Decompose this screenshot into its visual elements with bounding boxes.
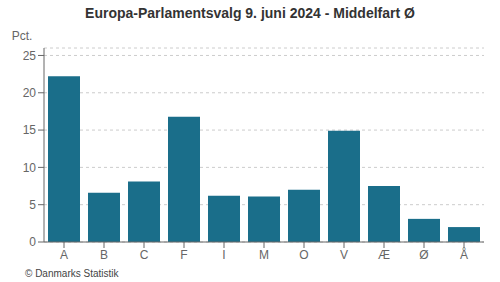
svg-text:15: 15 <box>23 123 37 137</box>
svg-text:Å: Å <box>460 247 468 262</box>
svg-text:V: V <box>340 248 348 262</box>
html-text:Europa-Parlamentsvalg 9. juni: Europa-Parlamentsvalg 9. juni 2024 - Mid… <box>85 5 415 21</box>
svg-text:C: C <box>140 248 149 262</box>
svg-text:20: 20 <box>23 86 37 100</box>
svg-text:25: 25 <box>23 49 37 63</box>
html-text:© Danmarks Statistik: © Danmarks Statistik <box>25 268 119 279</box>
svg-text:O: O <box>299 248 308 262</box>
svg-text:5: 5 <box>29 198 36 212</box>
svg-text:B: B <box>100 248 108 262</box>
svg-text:10: 10 <box>23 161 37 175</box>
svg-text:0: 0 <box>29 235 36 249</box>
svg-text:I: I <box>222 248 225 262</box>
svg-text:Ø: Ø <box>419 248 428 262</box>
svg-text:Æ: Æ <box>378 248 390 262</box>
svg-text:M: M <box>259 248 269 262</box>
svg-text:F: F <box>180 248 187 262</box>
svg-text:Pct.: Pct. <box>12 29 33 43</box>
svg-text:A: A <box>60 248 68 262</box>
